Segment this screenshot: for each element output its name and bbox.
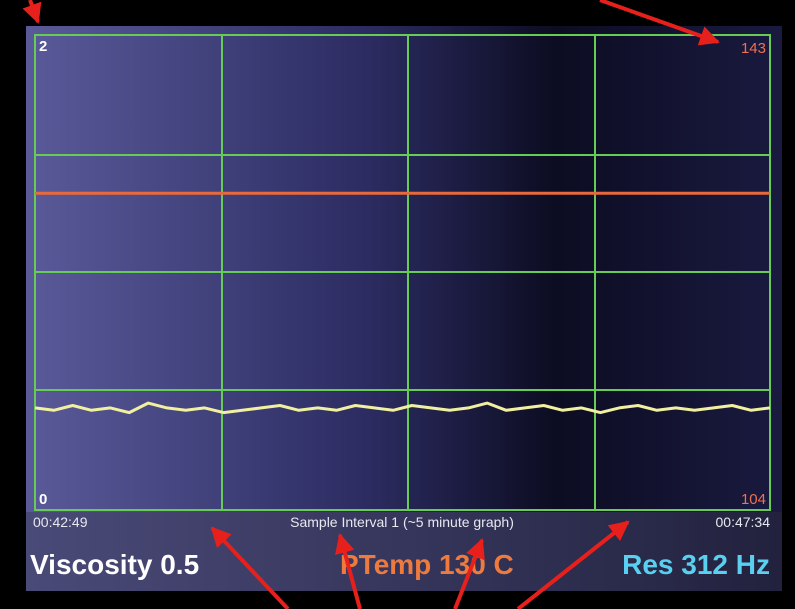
start-time: 00:42:49 — [33, 514, 88, 530]
y-tick-label: 2 — [39, 38, 47, 55]
interval-label: Sample Interval 1 (~5 minute graph) — [290, 514, 514, 530]
arrow — [30, 0, 38, 22]
y-tick-label: 0 — [39, 491, 47, 508]
ptemp-readout: PTemp 130 C — [340, 549, 514, 580]
screen-photo: 0 2 104 143 00:42:49 Sample Interval 1 (~5 … — [0, 0, 795, 609]
y2-tick-label: 104 — [741, 491, 766, 508]
res-readout: Res 312 Hz — [622, 549, 770, 580]
y2-tick-label: 143 — [741, 40, 766, 57]
display — [26, 26, 782, 591]
end-time: 00:47:34 — [716, 514, 771, 530]
viscosity-readout: Viscosity 0.5 — [30, 549, 199, 580]
